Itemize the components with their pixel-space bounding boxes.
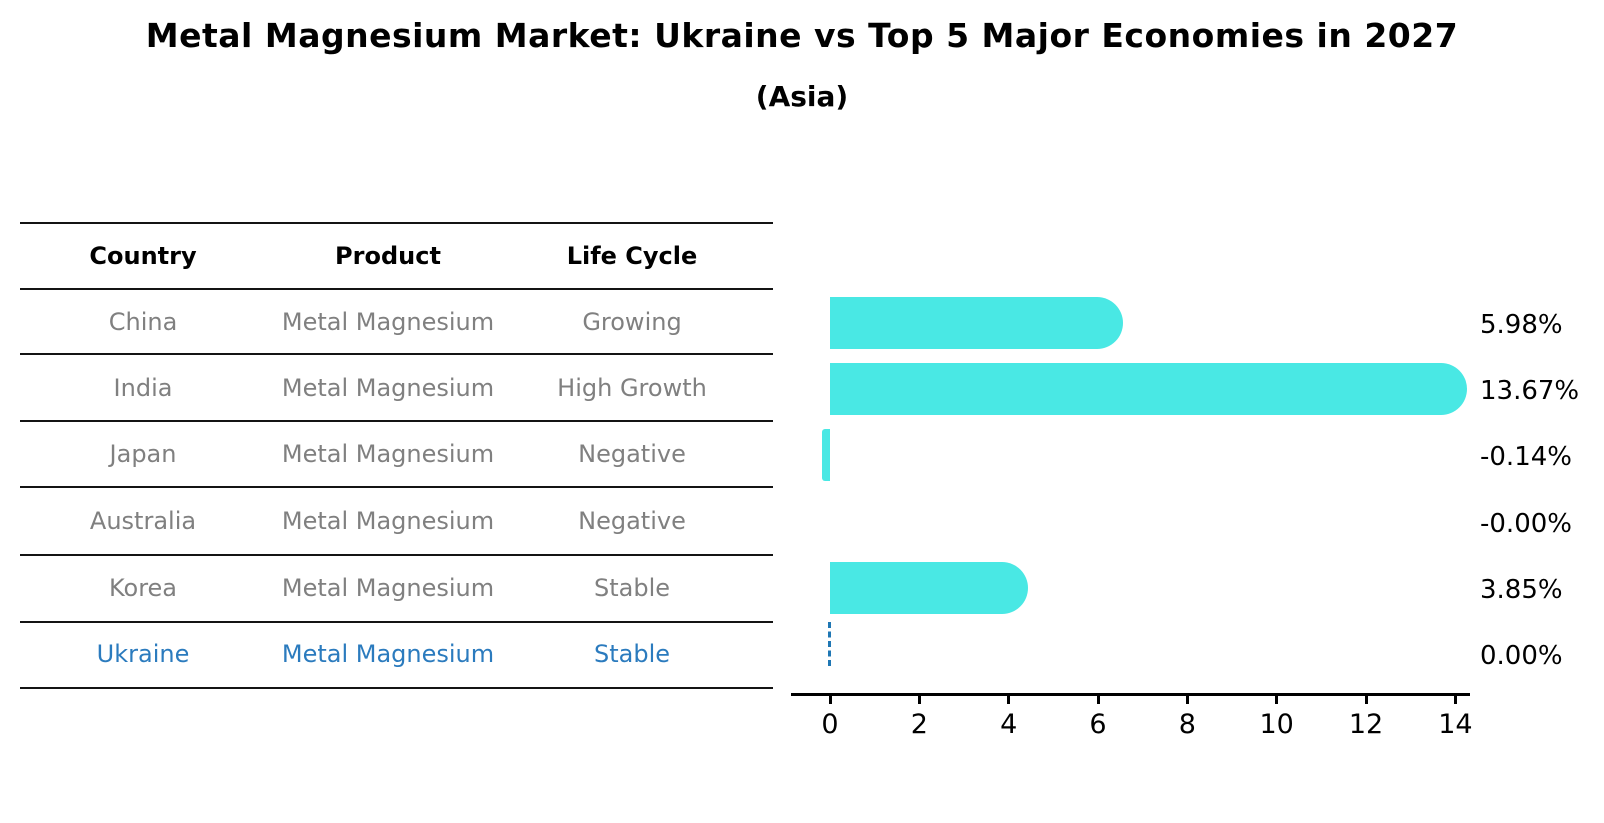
x-axis-tick	[1007, 693, 1011, 704]
value-label-korea: 3.85%	[1480, 574, 1563, 605]
value-label-india: 13.67%	[1480, 376, 1580, 407]
zero-dashed-line-ukraine	[828, 622, 831, 666]
bar-korea	[830, 561, 1028, 614]
x-axis-tick	[1453, 693, 1457, 704]
table-rule	[20, 554, 773, 556]
x-axis-tick-label: 10	[1259, 709, 1294, 740]
table-rule	[20, 288, 773, 290]
chart-subtitle: (Asia)	[755, 80, 849, 113]
column-header-country: Country	[89, 242, 197, 270]
table-cell-product: Metal Magnesium	[281, 574, 495, 602]
table-cell-country: Japan	[109, 440, 177, 468]
table-cell-lifecycle: Stable	[593, 574, 671, 602]
value-label-ukraine: 0.00%	[1480, 641, 1563, 671]
x-axis-tick	[1096, 693, 1100, 704]
table-rule	[20, 486, 773, 488]
x-axis-tick	[1364, 693, 1368, 704]
x-axis-tick-label: 14	[1438, 709, 1473, 740]
table-cell-lifecycle: Negative	[578, 440, 686, 468]
x-axis-line	[791, 693, 1470, 696]
table-rule	[20, 420, 773, 422]
table-cell-product: Metal Magnesium	[281, 440, 495, 468]
x-axis-tick	[1185, 693, 1189, 704]
table-cell-lifecycle: Growing	[582, 308, 682, 336]
x-axis-tick-label: 0	[821, 709, 839, 740]
table-cell-lifecycle: Stable	[593, 640, 671, 668]
table-cell-country: Korea	[108, 574, 178, 602]
x-axis-tick	[828, 693, 832, 704]
table-rule	[20, 621, 773, 623]
table-rule	[20, 687, 773, 689]
table-rule	[20, 353, 773, 355]
x-axis-tick-label: 4	[1000, 709, 1018, 740]
table-cell-lifecycle: Negative	[578, 507, 686, 535]
table-cell-product: Metal Magnesium	[281, 374, 495, 402]
x-axis-tick-label: 12	[1348, 709, 1384, 740]
table-cell-country: China	[108, 308, 178, 336]
x-axis-tick	[917, 693, 921, 704]
value-label-australia: -0.00%	[1480, 508, 1572, 539]
table-cell-country: India	[113, 374, 173, 402]
chart-title: Metal Magnesium Market: Ukraine vs Top 5…	[145, 16, 1459, 55]
table-cell-product: Metal Magnesium	[281, 507, 495, 535]
bar-china	[830, 297, 1124, 349]
value-label-china: 5.98%	[1480, 310, 1563, 340]
table-cell-country: Australia	[89, 507, 197, 535]
column-header-product: Product	[335, 242, 441, 270]
table-cell-product: Metal Magnesium	[281, 640, 495, 668]
x-axis-tick-label: 2	[910, 709, 928, 740]
table-cell-lifecycle: High Growth	[557, 374, 707, 402]
table-cell-country: Ukraine	[96, 640, 190, 668]
bar-japan	[821, 429, 830, 482]
bar-india	[830, 363, 1467, 416]
table-rule	[20, 222, 773, 224]
column-header-lifecycle: Life Cycle	[566, 242, 698, 270]
x-axis-tick-label: 8	[1178, 709, 1196, 740]
x-axis-tick	[1275, 693, 1279, 704]
table-cell-product: Metal Magnesium	[281, 308, 495, 336]
x-axis-tick-label: 6	[1089, 709, 1107, 740]
value-label-japan: -0.14%	[1480, 442, 1572, 473]
